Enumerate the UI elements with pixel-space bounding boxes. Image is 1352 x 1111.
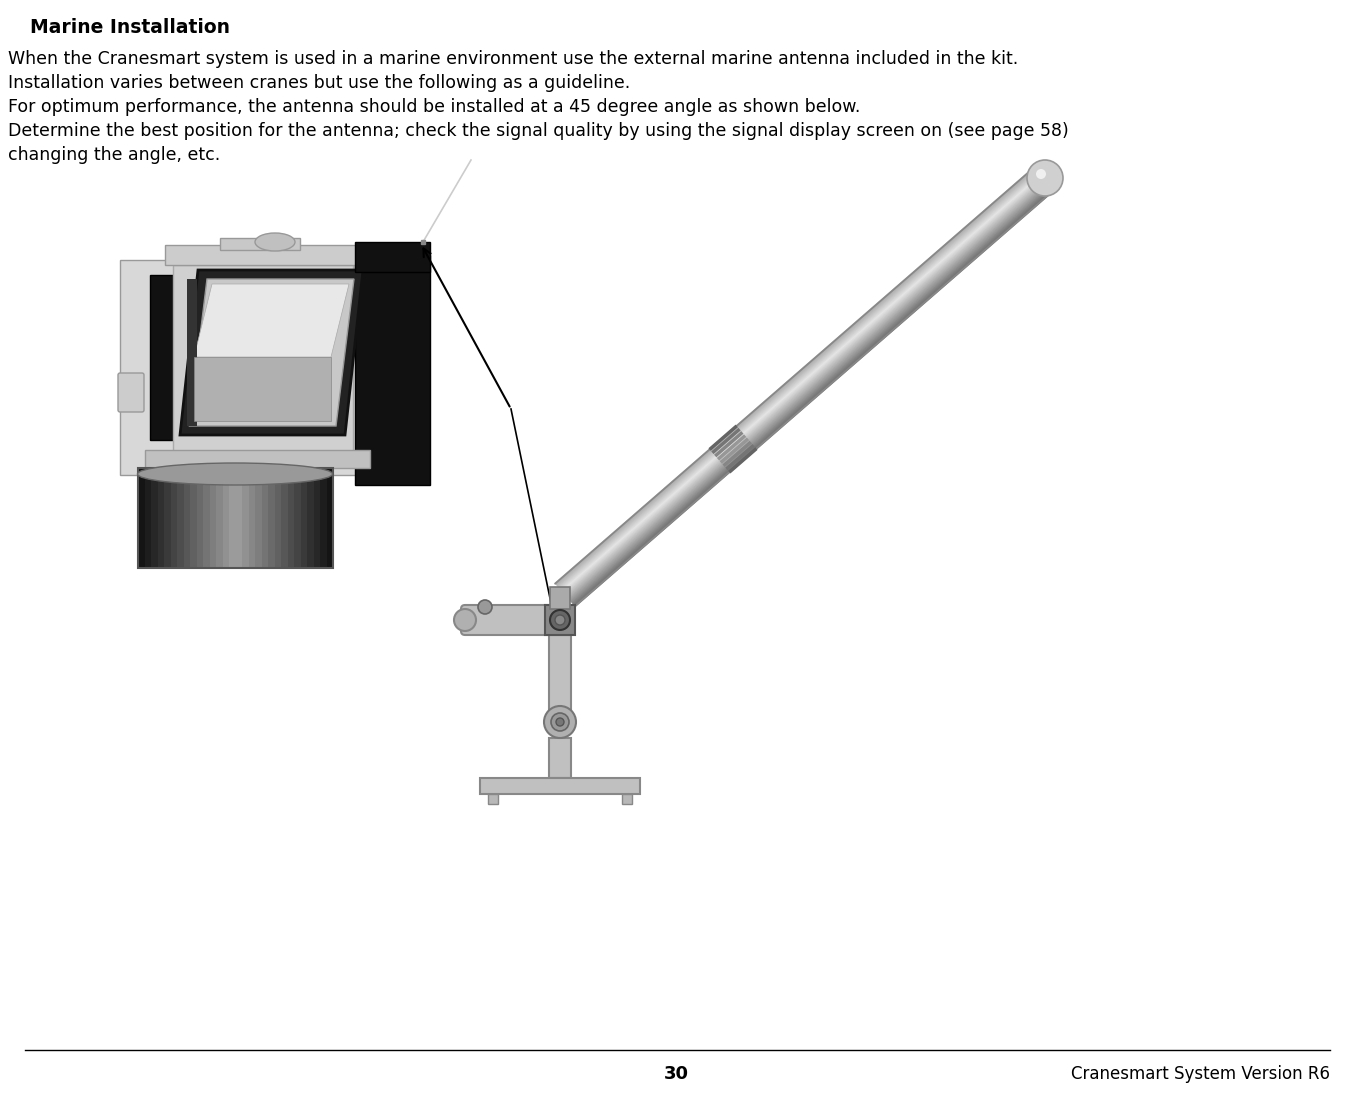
Bar bbox=[549, 738, 571, 778]
Circle shape bbox=[556, 718, 564, 725]
Text: Marine Installation: Marine Installation bbox=[30, 18, 230, 37]
Bar bbox=[256, 468, 262, 568]
Bar bbox=[268, 468, 276, 568]
Circle shape bbox=[479, 600, 492, 614]
Bar bbox=[191, 468, 197, 568]
Bar bbox=[320, 468, 327, 568]
Bar bbox=[356, 242, 430, 272]
Bar bbox=[220, 238, 300, 250]
Bar bbox=[288, 468, 295, 568]
Polygon shape bbox=[193, 284, 349, 357]
Circle shape bbox=[556, 615, 565, 625]
Bar bbox=[223, 468, 230, 568]
Ellipse shape bbox=[138, 463, 333, 486]
Bar bbox=[307, 468, 315, 568]
Bar bbox=[120, 260, 370, 476]
Text: For optimum performance, the antenna should be installed at a 45 degree angle as: For optimum performance, the antenna sho… bbox=[8, 98, 860, 116]
Bar bbox=[173, 266, 353, 466]
Bar bbox=[138, 468, 146, 568]
Circle shape bbox=[550, 610, 571, 630]
Bar bbox=[480, 778, 639, 794]
Text: When the Cranesmart system is used in a marine environment use the external mari: When the Cranesmart system is used in a … bbox=[8, 50, 1018, 68]
Bar bbox=[242, 468, 250, 568]
Bar bbox=[157, 468, 165, 568]
Bar bbox=[145, 450, 370, 468]
Circle shape bbox=[1036, 169, 1046, 179]
Bar bbox=[622, 794, 631, 804]
Text: Installation varies between cranes but use the following as a guideline.: Installation varies between cranes but u… bbox=[8, 74, 630, 92]
Bar bbox=[293, 468, 301, 568]
Bar bbox=[216, 468, 223, 568]
Bar bbox=[187, 279, 197, 426]
Bar bbox=[249, 468, 256, 568]
Bar bbox=[150, 276, 178, 440]
Bar bbox=[210, 468, 218, 568]
Circle shape bbox=[454, 609, 476, 631]
Bar bbox=[151, 468, 158, 568]
Bar bbox=[314, 468, 320, 568]
Bar bbox=[138, 468, 333, 568]
Text: Determine the best position for the antenna; check the signal quality by using t: Determine the best position for the ante… bbox=[8, 122, 1068, 140]
Circle shape bbox=[1028, 160, 1063, 196]
Bar bbox=[488, 794, 498, 804]
FancyBboxPatch shape bbox=[118, 373, 145, 412]
Polygon shape bbox=[180, 270, 362, 436]
Ellipse shape bbox=[256, 233, 295, 251]
Circle shape bbox=[544, 705, 576, 738]
Text: Cranesmart System Version R6: Cranesmart System Version R6 bbox=[1071, 1065, 1330, 1083]
Circle shape bbox=[552, 713, 569, 731]
Polygon shape bbox=[189, 279, 354, 426]
Bar bbox=[326, 468, 334, 568]
Bar bbox=[165, 246, 385, 266]
Text: 30: 30 bbox=[664, 1065, 688, 1083]
Bar bbox=[203, 468, 211, 568]
Bar bbox=[164, 468, 172, 568]
Bar bbox=[196, 468, 204, 568]
Bar bbox=[545, 605, 575, 635]
Bar bbox=[177, 468, 184, 568]
Bar bbox=[261, 468, 269, 568]
Bar bbox=[549, 635, 571, 710]
Bar bbox=[356, 256, 430, 486]
Bar bbox=[228, 468, 237, 568]
FancyBboxPatch shape bbox=[461, 605, 558, 635]
Bar bbox=[281, 468, 288, 568]
Bar bbox=[184, 468, 191, 568]
Bar bbox=[274, 468, 283, 568]
Bar bbox=[550, 587, 571, 609]
Bar bbox=[145, 468, 151, 568]
Text: changing the angle, etc.: changing the angle, etc. bbox=[8, 146, 220, 164]
Bar bbox=[170, 468, 178, 568]
Bar bbox=[300, 468, 308, 568]
Bar bbox=[235, 468, 243, 568]
Polygon shape bbox=[193, 357, 331, 421]
